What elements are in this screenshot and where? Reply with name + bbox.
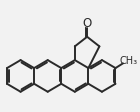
Circle shape — [123, 56, 133, 65]
Circle shape — [83, 20, 91, 27]
Text: CH₃: CH₃ — [119, 56, 137, 66]
Text: O: O — [82, 17, 92, 30]
